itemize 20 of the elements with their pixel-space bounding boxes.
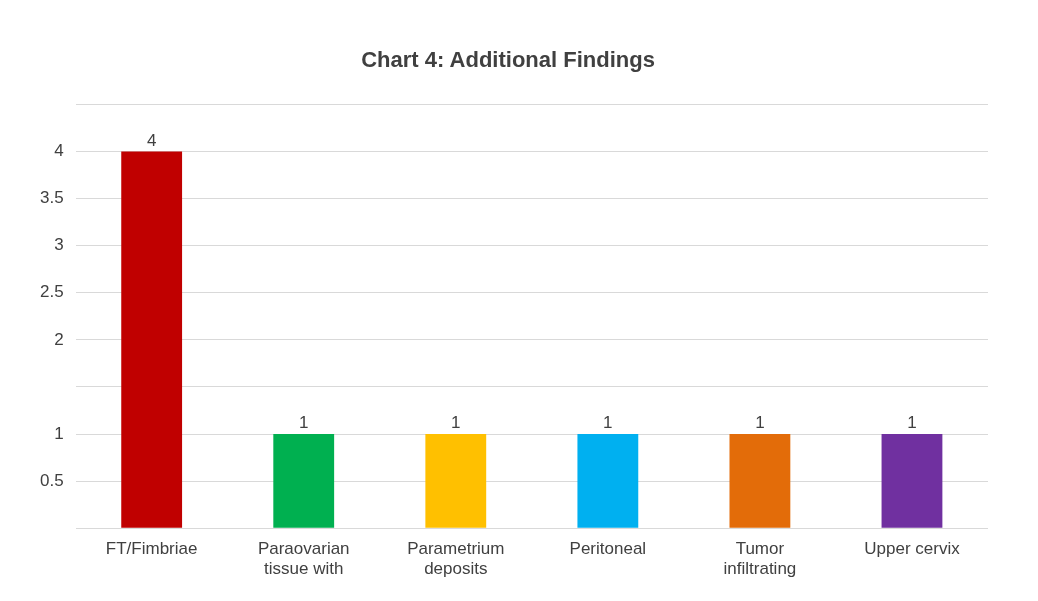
x-tick-label: Tumor infiltrating xyxy=(723,539,797,579)
chart-title: Chart 4: Additional Findings xyxy=(361,47,655,73)
y-tick-label: 1 xyxy=(54,423,64,443)
data-label: 1 xyxy=(907,413,917,433)
y-tick-label: 4 xyxy=(54,141,64,161)
data-label: 1 xyxy=(603,413,613,433)
data-label: 4 xyxy=(146,130,157,150)
y-tick-label: 3.5 xyxy=(39,188,64,208)
y-tick-label: 3 xyxy=(54,235,64,255)
x-tick-label: Parametrium deposits xyxy=(407,539,505,579)
y-tick-label: 2 xyxy=(54,329,64,349)
data-label: 1 xyxy=(755,413,765,433)
y-tick-label: 2.5 xyxy=(39,282,64,302)
data-label: 1 xyxy=(298,413,309,433)
x-tick-label: FT/Fimbriae xyxy=(105,539,198,559)
y-tick-label: 0.5 xyxy=(39,470,64,490)
x-tick-label: Upper cervix xyxy=(864,539,961,559)
x-tick-label: Paraovarian tissue with xyxy=(257,539,350,579)
data-label: 1 xyxy=(451,413,461,433)
x-tick-label: Peritoneal xyxy=(569,539,647,559)
